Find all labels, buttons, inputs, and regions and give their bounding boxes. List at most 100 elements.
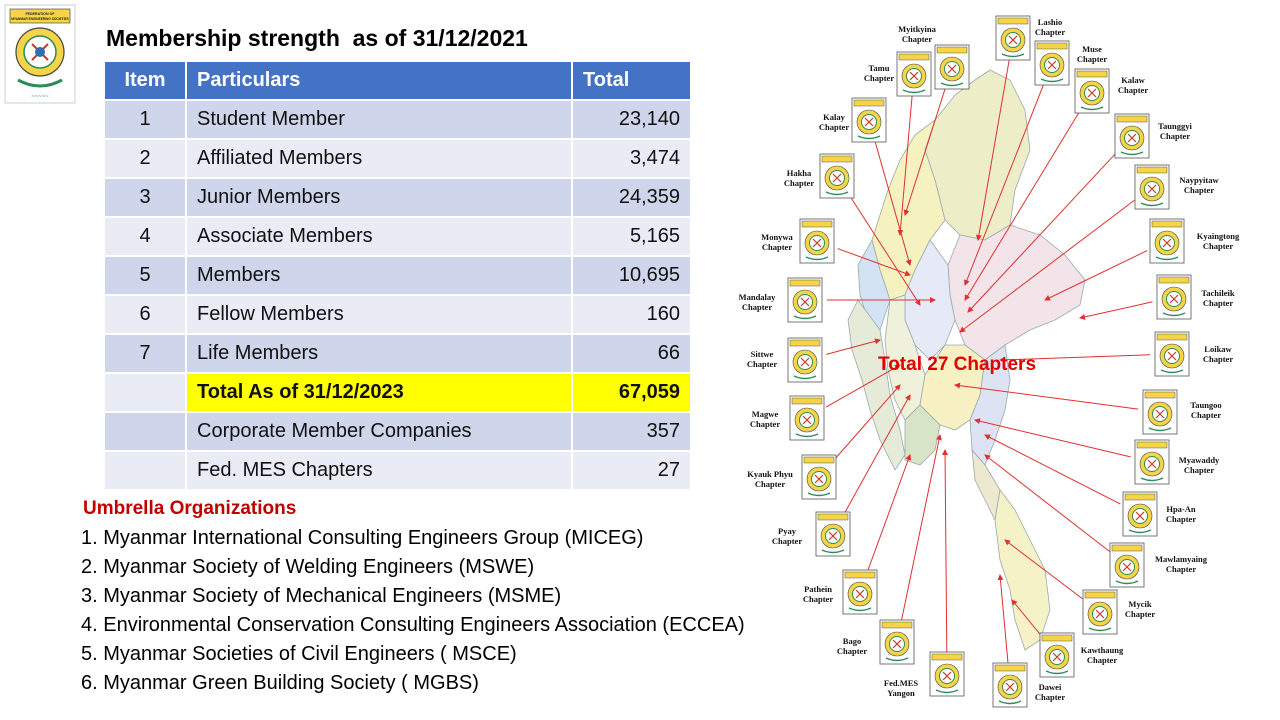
- umbrella-list: 1. Myanmar International Consulting Engi…: [81, 526, 745, 700]
- cell-item: [105, 372, 187, 412]
- chapter-suffix: Chapter: [1203, 354, 1233, 364]
- chapter-suffix: Chapter: [742, 302, 772, 312]
- chapter-suffix: Chapter: [784, 178, 814, 188]
- chapter-badge: [1082, 589, 1118, 635]
- list-item: 5. Myanmar Societies of Civil Engineers …: [81, 643, 517, 665]
- cell-item: [105, 411, 187, 451]
- chapter-suffix: Chapter: [1203, 298, 1233, 308]
- chapter-suffix: Chapter: [803, 594, 833, 604]
- chapter-badge: [1122, 491, 1158, 537]
- logo-text: FEDERATION OF: [25, 12, 55, 16]
- chapter-badge: [995, 15, 1031, 61]
- chapter-arrow: [848, 194, 921, 306]
- chapter-name: Hakha: [787, 168, 812, 178]
- chapter-badge: [787, 277, 823, 323]
- cell-item: 3: [105, 177, 187, 217]
- chapter-arrow: [1011, 599, 1044, 639]
- cell-particulars: Members: [186, 255, 573, 295]
- chapter-suffix: Chapter: [1118, 85, 1148, 95]
- chapter-badge: [896, 51, 932, 97]
- chapter-name: Magwe: [752, 409, 779, 419]
- chapter-name: Mandalay: [739, 292, 777, 302]
- chapter-suffix: Chapter: [837, 646, 867, 656]
- chapter-name: Kalaw: [1121, 75, 1145, 85]
- chapter-badge: [801, 454, 837, 500]
- membership-table: Item Particulars Total 1 Student Member …: [105, 62, 692, 489]
- map-region-kayin: [969, 344, 1011, 466]
- chapter-suffix: Chapter: [1125, 609, 1155, 619]
- chapter-suffix: Chapter: [1087, 655, 1117, 665]
- chapter-name: Pyay: [778, 526, 797, 536]
- cell-particulars: Life Members: [186, 333, 573, 373]
- svg-text:~~~~~: ~~~~~: [31, 94, 49, 100]
- map-region-ayeyarwady: [904, 404, 941, 466]
- table-header-row: Item Particulars Total: [105, 62, 692, 100]
- chapter-badge: [819, 153, 855, 199]
- page-title: Membership strength as of 31/12/2021: [106, 25, 528, 51]
- chapter-arrow: [1044, 250, 1148, 301]
- chapter-suffix: Chapter: [1203, 241, 1233, 251]
- chapter-badge: [851, 97, 887, 143]
- chapter-badge: [799, 218, 835, 264]
- list-item: 6. Myanmar Green Building Society ( MGBS…: [81, 672, 479, 694]
- chapter-name: Sittwe: [751, 349, 774, 359]
- chapter-name: Tamu: [869, 63, 890, 73]
- cell-item: 6: [105, 294, 187, 334]
- chapter-badge: [1074, 68, 1110, 114]
- chapter-badge: [1149, 218, 1185, 264]
- chapter-arrow: [1004, 539, 1083, 600]
- chapter-suffix: Chapter: [1166, 514, 1196, 524]
- chapter-arrow: [984, 434, 1121, 505]
- chapter-suffix: Chapter: [750, 419, 780, 429]
- chapter-arrow: [984, 454, 1110, 552]
- table-row: 6 Fellow Members 160: [105, 294, 692, 334]
- chapter-name: Fed.MES: [884, 678, 919, 688]
- cell-particulars: Student Member: [186, 99, 573, 139]
- chapter-badge: [1109, 542, 1145, 588]
- fed-mes-logo: FEDERATION OF MYANMAR ENGINEERING SOCIET…: [4, 4, 76, 104]
- table-row-total: Total As of 31/12/2023 67,059: [105, 372, 692, 412]
- chapter-badges: MyitkyinaChapterLashioChapterTamuChapter…: [739, 15, 1240, 708]
- cell-item: 2: [105, 138, 187, 178]
- col-particulars: Particulars: [186, 62, 573, 100]
- cell-particulars: Affiliated Members: [186, 138, 573, 178]
- chapter-arrow: [974, 418, 1131, 458]
- chapter-name: Taungoo: [1190, 400, 1221, 410]
- list-item: 2. Myanmar Society of Welding Engineers …: [81, 556, 535, 578]
- chapter-arrow: [843, 394, 911, 515]
- chapter-arrows: [825, 59, 1153, 664]
- map-region-shan: [947, 224, 1086, 361]
- chapter-name: Muse: [1082, 44, 1102, 54]
- chapter-arrow: [975, 59, 1010, 241]
- chapter-name: Pathein: [804, 584, 832, 594]
- chapter-arrow: [942, 449, 949, 653]
- chapter-badge: [1134, 164, 1170, 210]
- table-row: 1 Student Member 23,140: [105, 99, 692, 139]
- chapter-badge: [879, 619, 915, 665]
- chapter-suffix: Yangon: [887, 688, 915, 698]
- chapter-arrow: [999, 354, 1151, 363]
- chapter-arrow: [825, 364, 901, 408]
- cell-particulars: Associate Members: [186, 216, 573, 256]
- chapter-name: Bago: [843, 636, 861, 646]
- chapter-suffix: Chapter: [1077, 54, 1107, 64]
- map-region-tanintharyi: [994, 489, 1051, 651]
- table-row: 5 Members 10,695: [105, 255, 692, 295]
- cell-particulars: Corporate Member Companies: [186, 411, 573, 451]
- chapter-name: Myawaddy: [1179, 455, 1220, 465]
- chapter-badge: [1114, 113, 1150, 159]
- chapter-suffix: Chapter: [1160, 131, 1190, 141]
- chapter-name: Mycik: [1128, 599, 1151, 609]
- chapter-arrow: [900, 434, 942, 621]
- chapter-name: Hpa-An: [1166, 504, 1196, 514]
- chapter-suffix: Chapter: [1166, 564, 1196, 574]
- chapter-suffix: Chapter: [1191, 410, 1221, 420]
- map-region-rakhine: [847, 299, 906, 471]
- chapter-name: Kawthaung: [1081, 645, 1124, 655]
- chapter-arrow: [964, 83, 1045, 286]
- chapter-badge: [992, 662, 1028, 708]
- cell-total: 160: [572, 294, 692, 334]
- chapter-badge: [787, 337, 823, 383]
- chapter-arrow: [833, 384, 901, 461]
- chapter-suffix: Chapter: [864, 73, 894, 83]
